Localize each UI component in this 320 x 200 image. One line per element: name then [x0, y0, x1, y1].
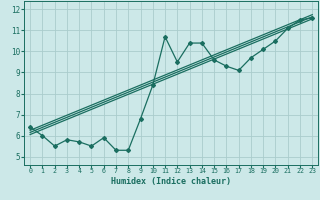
X-axis label: Humidex (Indice chaleur): Humidex (Indice chaleur) — [111, 177, 231, 186]
